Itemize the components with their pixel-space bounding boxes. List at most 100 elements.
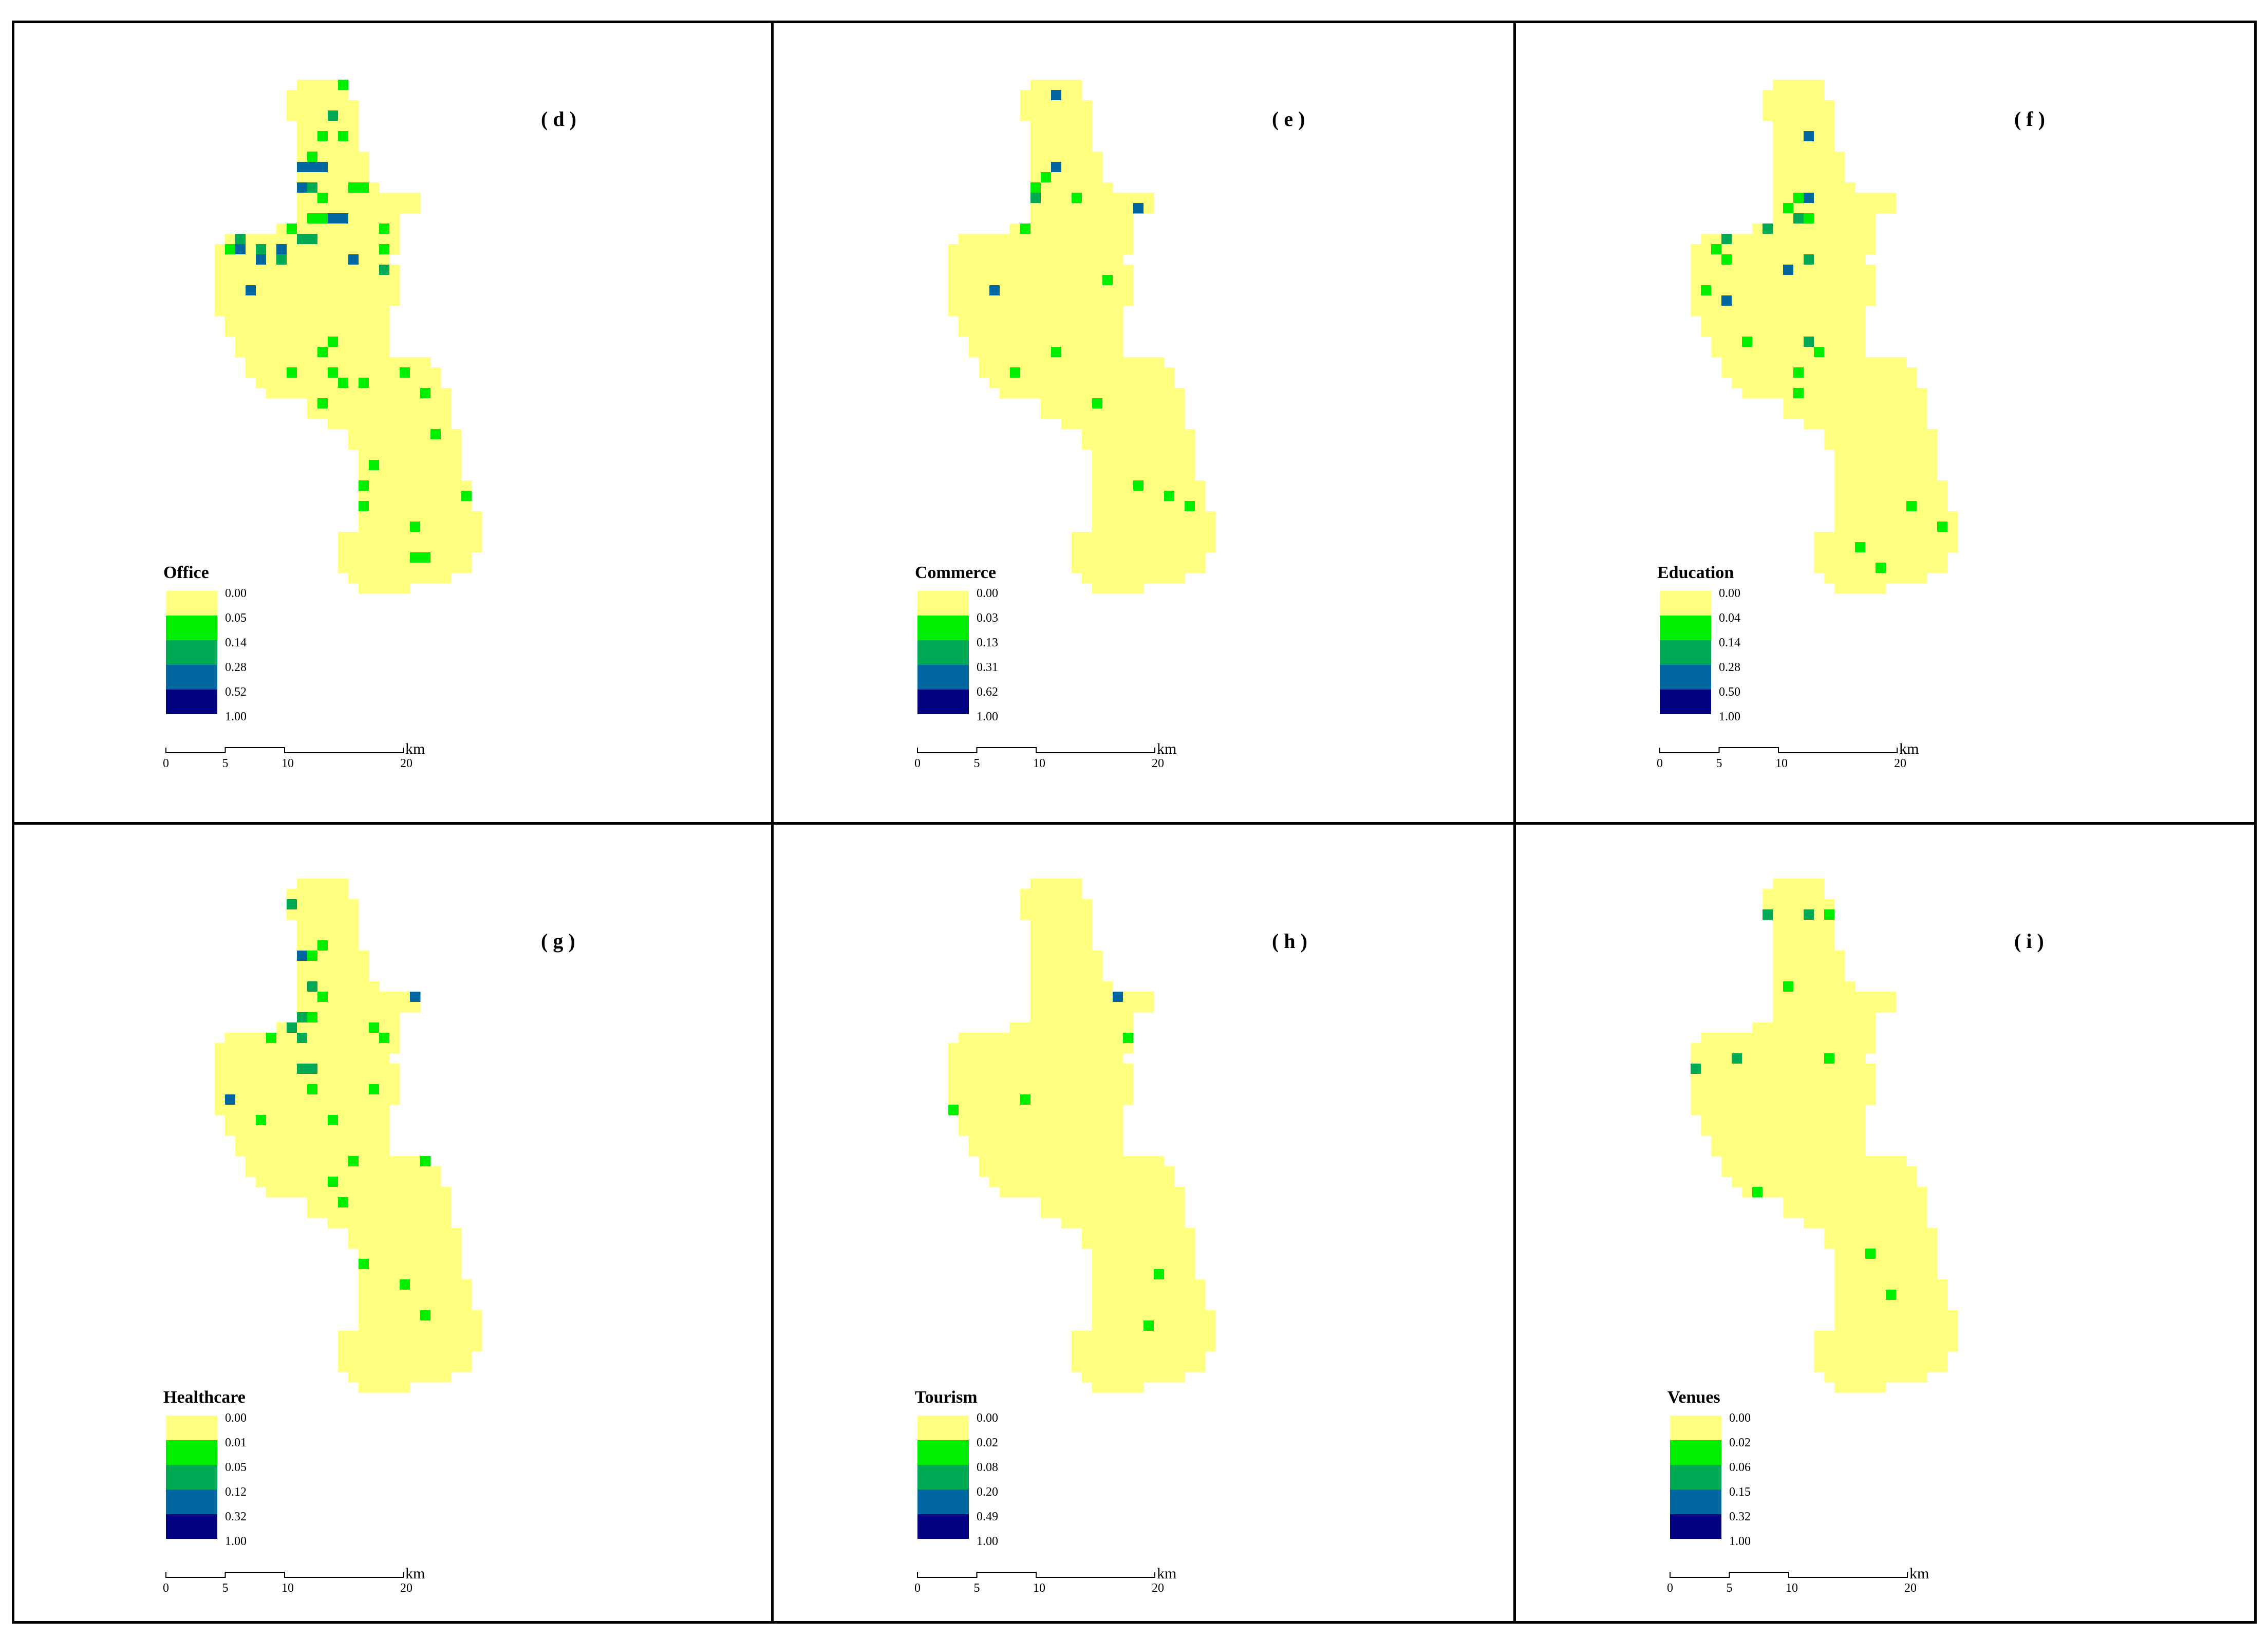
grid-cell [420, 1351, 431, 1362]
grid-cell [1113, 1074, 1123, 1085]
grid-cell [1763, 1136, 1773, 1146]
grid-cell [472, 1331, 482, 1342]
grid-cell [266, 1166, 277, 1177]
grid-cell [1072, 234, 1082, 245]
grid-cell [1906, 522, 1917, 532]
panel-label: ( i ) [2014, 929, 2044, 953]
grid-cell [297, 961, 308, 972]
grid-cell [328, 275, 339, 286]
grid-cell [1793, 981, 1804, 992]
grid-cell [307, 265, 318, 275]
grid-cell [369, 316, 380, 327]
grid-cell [1144, 1218, 1154, 1229]
grid-cell [1855, 1064, 1866, 1074]
grid-cell [359, 1022, 369, 1033]
grid-cell [1102, 563, 1113, 573]
grid-cell [969, 347, 980, 358]
grid-cell [1092, 429, 1103, 440]
grid-cell [1030, 182, 1041, 193]
grid-cell [1752, 1064, 1763, 1074]
grid-cell [359, 152, 369, 162]
grid-cell [420, 388, 431, 399]
grid-cell [1061, 357, 1072, 368]
grid-cell [348, 429, 359, 440]
grid-cell [1092, 450, 1103, 460]
grid-cell [1732, 1136, 1742, 1146]
grid-cell [246, 254, 256, 265]
grid-cell [400, 501, 410, 512]
grid-cell [389, 224, 400, 234]
grid-cell [317, 408, 328, 419]
grid-cell [400, 1310, 410, 1321]
grid-cell [1814, 1002, 1825, 1013]
grid-cell [959, 1094, 969, 1105]
grid-cell [1876, 1310, 1886, 1321]
grid-cell [379, 1074, 390, 1085]
grid-cell [1154, 1320, 1165, 1331]
grid-cell [1030, 981, 1041, 992]
grid-cell [1814, 408, 1825, 419]
grid-cell [430, 1372, 441, 1383]
grid-cell [1133, 1320, 1144, 1331]
grid-cell [1000, 1053, 1010, 1064]
grid-cell [1164, 1249, 1175, 1259]
grid-cell [1896, 460, 1907, 471]
grid-cell [1041, 408, 1052, 419]
grid-cell [1133, 1197, 1144, 1208]
grid-cell [1154, 429, 1165, 440]
grid-cell [1752, 1177, 1763, 1187]
grid-cell [1185, 1310, 1195, 1321]
scale-bar-line [165, 747, 404, 753]
grid-cell [379, 583, 390, 594]
grid-cell [1061, 1074, 1072, 1085]
grid-cell [338, 234, 349, 245]
grid-cell [328, 1053, 339, 1064]
grid-cell [1824, 152, 1835, 162]
grid-cell [1886, 1197, 1897, 1208]
grid-cell [1804, 971, 1814, 982]
grid-cell [379, 1218, 390, 1229]
grid-cell [1814, 1341, 1825, 1352]
grid-cell [1051, 1074, 1062, 1085]
grid-cell [1133, 1002, 1144, 1013]
grid-cell [1834, 1228, 1845, 1239]
grid-cell [1102, 1331, 1113, 1342]
grid-cell [1834, 1290, 1845, 1300]
grid-cell [1804, 1002, 1814, 1013]
grid-cell [1102, 1197, 1113, 1208]
grid-cell [969, 1125, 980, 1136]
grid-cell [1711, 316, 1722, 327]
grid-cell [1783, 182, 1794, 193]
grid-cell [369, 1238, 380, 1249]
grid-cell [1082, 1156, 1093, 1167]
grid-cell [317, 90, 328, 101]
grid-cell [1855, 1115, 1866, 1126]
grid-cell [441, 480, 452, 491]
grid-cell [472, 522, 482, 532]
grid-cell [1814, 971, 1825, 982]
grid-cell [1041, 295, 1052, 306]
grid-cell [1102, 1300, 1113, 1311]
grid-cell [1154, 1372, 1165, 1383]
grid-cell [1896, 1228, 1907, 1239]
grid-cell [1906, 419, 1917, 430]
grid-cell [328, 234, 339, 245]
grid-cell [1133, 470, 1144, 481]
grid-cell [1082, 100, 1093, 111]
grid-cell [1855, 470, 1866, 481]
grid-cell [1185, 511, 1195, 522]
grid-cell [1865, 203, 1876, 214]
grid-cell [1072, 419, 1082, 430]
grid-cell [317, 121, 328, 132]
grid-cell [297, 951, 308, 961]
grid-cell [276, 1033, 287, 1044]
grid-cell [1041, 203, 1052, 214]
grid-cell [410, 1249, 421, 1259]
scale-bar-tick-label: 10 [1786, 1582, 1798, 1595]
grid-cell [1082, 326, 1093, 337]
grid-cell [379, 265, 390, 275]
grid-cell [1865, 1351, 1876, 1362]
grid-cell [256, 357, 267, 368]
grid-cell [1092, 285, 1103, 296]
map-healthcare: ( g ) Healthcare 0.000.010.050.120.321.0… [163, 879, 575, 1595]
